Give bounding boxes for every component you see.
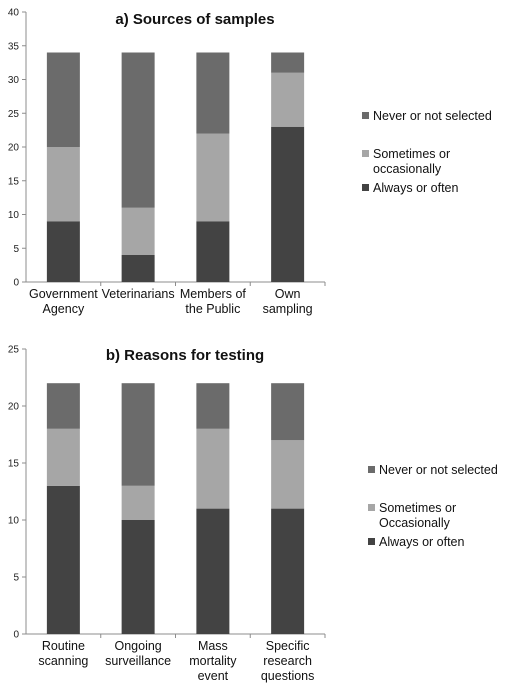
chart-b-category-label: Specific [266,639,310,653]
chart-b-legend-label-sometimes: Occasionally [379,516,451,530]
chart-b-bar-never-2 [121,383,155,486]
chart-b-legend-label-never: Never or not selected [379,463,498,477]
chart-b-y-tick-label: 10 [8,516,20,527]
chart-b-category-label: mortality [189,654,237,668]
chart-b-bar-never-1 [46,383,80,429]
chart-b-category-label: event [198,669,229,683]
chart-a-y-tick-label: 35 [8,41,20,52]
chart-a-bar-never-1 [46,52,80,147]
chart-b-category-label: Ongoing [114,639,161,653]
chart-b-category-label: research [263,654,312,668]
chart-a-bar-never-4 [271,52,305,73]
chart-b-bar-never-3 [196,383,230,429]
chart-b-category-label: questions [261,669,315,683]
chart-a-title: a) Sources of samples [115,11,274,28]
chart-a-legend-swatch-never [362,112,369,119]
chart-b-y-tick-label: 0 [13,630,19,641]
chart-b-bar-never-4 [271,383,305,441]
chart-a-category-label: the Public [185,302,240,316]
chart-b: b) Reasons for testing0510152025Routines… [8,345,498,684]
chart-a-y-tick-label: 40 [8,8,20,19]
chart-b-bar-always-3 [196,508,230,634]
chart-b-bar-sometimes-1 [46,428,80,486]
chart-b-category-label: scanning [38,654,88,668]
chart-b-title: b) Reasons for testing [106,347,264,364]
chart-a-bar-never-2 [121,52,155,208]
chart-b-bar-always-1 [46,485,80,634]
chart-a-category-label: Agency [43,302,85,316]
chart-a-bar-always-1 [46,221,80,282]
chart-a-legend-label-sometimes: Sometimes or [373,147,450,161]
chart-a: a) Sources of samples 0 5 10 15 20 25 30 35 40 Gov… [8,8,492,317]
chart-b-bar-sometimes-2 [121,485,155,520]
chart-a-y-tick-label: 0 [13,278,19,289]
chart-a-y-tick-label: 15 [8,176,20,187]
chart-b-legend-label-sometimes: Sometimes or [379,501,456,515]
chart-b-bar-sometimes-4 [271,440,305,509]
chart-a-bar-sometimes-4 [271,72,305,127]
chart-b-bar-always-2 [121,520,155,634]
chart-b-y-tick-label: 20 [8,402,20,413]
chart-a-y-tick-label: 10 [8,210,20,221]
chart-a-y-tick-label: 30 [8,75,20,86]
chart-b-legend-swatch-never [368,466,375,473]
chart-b-bar-always-4 [271,508,305,634]
chart-a-bar-always-4 [271,126,305,282]
chart-a-y-tick-label: 25 [8,109,20,120]
chart-b-category-label: surveillance [105,654,171,668]
chart-a-legend-label-sometimes: occasionally [373,162,442,176]
chart-a-legend-swatch-sometimes [362,150,369,157]
chart-a-category-label: Own [275,287,301,301]
chart-a-bar-never-3 [196,52,230,134]
chart-b-y-tick-label: 15 [8,459,20,470]
chart-b-category-label: Routine [42,639,85,653]
chart-b-category-label: Mass [198,639,228,653]
chart-b-legend-swatch-sometimes [368,504,375,511]
chart-a-category-label: sampling [263,302,313,316]
chart-a-y-tick-label: 5 [13,244,19,255]
chart-a-category-label: Veterinarians [102,287,175,301]
chart-a-y-tick-label: 20 [8,143,20,154]
chart-b-y-tick-label: 25 [8,345,20,356]
chart-a-bar-sometimes-2 [121,207,155,255]
chart-a-bar-sometimes-1 [46,147,80,222]
chart-b-bar-sometimes-3 [196,428,230,509]
chart-a-legend-label-never: Never or not selected [373,109,492,123]
chart-b-y-tick-label: 5 [13,573,19,584]
chart-a-legend-label-always: Always or often [373,181,459,195]
chart-b-legend-label-always: Always or often [379,535,465,549]
chart-b-legend-swatch-always [368,538,375,545]
chart-a-bar-sometimes-3 [196,133,230,222]
chart-a-category-label: Members of [180,287,247,301]
chart-a-legend-swatch-always [362,184,369,191]
chart-a-bar-always-2 [121,255,155,282]
chart-a-bar-always-3 [196,221,230,282]
chart-a-category-label: Government [29,287,98,301]
